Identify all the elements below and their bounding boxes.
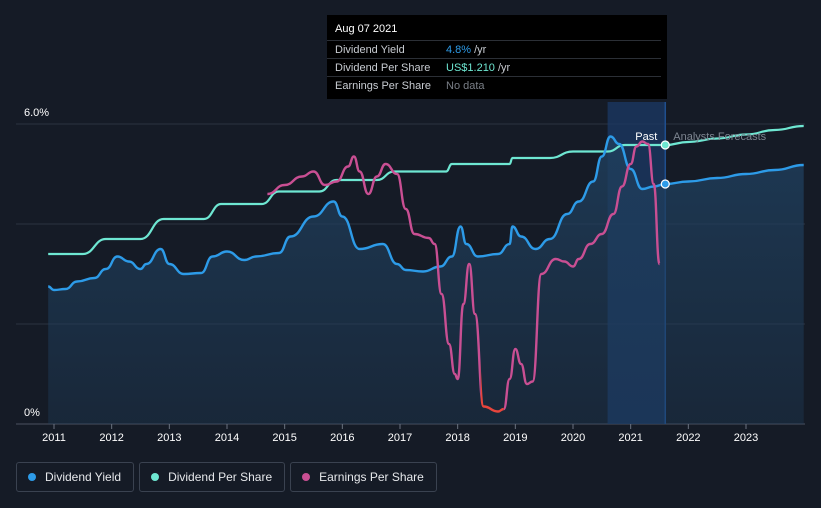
tooltip-date: Aug 07 2021 xyxy=(335,23,398,35)
legend-item-dividend-yield[interactable]: Dividend Yield xyxy=(16,462,135,492)
marker-dividend-per-share xyxy=(660,140,670,150)
tooltip-row-value: No data xyxy=(446,79,485,92)
x-tick-label: 2015 xyxy=(272,432,296,444)
x-tick-label: 2019 xyxy=(503,432,527,444)
marker-dividend-yield xyxy=(660,179,670,189)
legend-dot-icon xyxy=(302,473,311,481)
earnings-per-share-line xyxy=(267,140,661,413)
y-axis-ticks: 0% 6.0% xyxy=(24,107,49,419)
analysts-forecasts-label: Analysts Forecasts xyxy=(673,131,766,143)
y-tick-label: 0% xyxy=(24,407,40,419)
x-tick-label: 2020 xyxy=(561,432,585,444)
x-tick-label: 2021 xyxy=(618,432,642,444)
legend-dot-icon xyxy=(151,473,160,481)
x-tick-label: 2014 xyxy=(215,432,239,444)
legend-item-earnings-per-share[interactable]: Earnings Per Share xyxy=(290,462,437,492)
y-tick-label: 6.0% xyxy=(24,107,49,119)
yield-area xyxy=(48,136,804,424)
x-tick-label: 2016 xyxy=(330,432,354,444)
tooltip-row-value: 4.8% xyxy=(446,43,472,56)
x-tick-label: 2013 xyxy=(157,432,181,444)
legend-label: Dividend Per Share xyxy=(168,470,273,484)
legend: Dividend Yield Dividend Per Share Earnin… xyxy=(16,462,437,492)
x-tick-label: 2018 xyxy=(445,432,469,444)
x-tick-label: 2022 xyxy=(676,432,700,444)
x-tick-label: 2011 xyxy=(42,432,66,444)
series-markers xyxy=(660,140,670,189)
dividend-per-share-line xyxy=(48,124,804,256)
x-tick-label: 2017 xyxy=(388,432,412,444)
tooltip-row-dividend-yield: Dividend Yield 4.8% /yr xyxy=(327,40,661,58)
tooltip-row-earnings-per-share: Earnings Per Share No data xyxy=(327,76,661,94)
tooltip-row-label: Earnings Per Share xyxy=(335,79,431,92)
tooltip: Aug 07 2021 Dividend Yield 4.8% /yr Divi… xyxy=(327,15,667,99)
series-lines xyxy=(48,124,804,413)
legend-dot-icon xyxy=(28,473,36,481)
tooltip-row-unit: /yr xyxy=(497,61,511,74)
legend-label: Earnings Per Share xyxy=(319,470,424,484)
x-tick-label: 2012 xyxy=(99,432,123,444)
past-label: Past xyxy=(635,131,657,143)
tooltip-row-unit: /yr xyxy=(474,43,487,56)
dividend-yield-area xyxy=(48,136,804,424)
x-axis-ticks: 2011 2012 2013 2014 2015 2016 2017 2018 2019 2020… xyxy=(42,424,758,444)
tooltip-row-label: Dividend Per Share xyxy=(335,61,431,74)
legend-item-dividend-per-share[interactable]: Dividend Per Share xyxy=(139,462,286,492)
tooltip-row-label: Dividend Yield xyxy=(335,43,405,56)
x-tick-label: 2023 xyxy=(734,432,758,444)
legend-label: Dividend Yield xyxy=(45,470,122,484)
dividend-yield-line xyxy=(48,135,804,292)
tooltip-row-value: US$1.210 xyxy=(446,61,495,74)
tooltip-row-dividend-per-share: Dividend Per Share US$1.210 /yr xyxy=(327,58,661,76)
